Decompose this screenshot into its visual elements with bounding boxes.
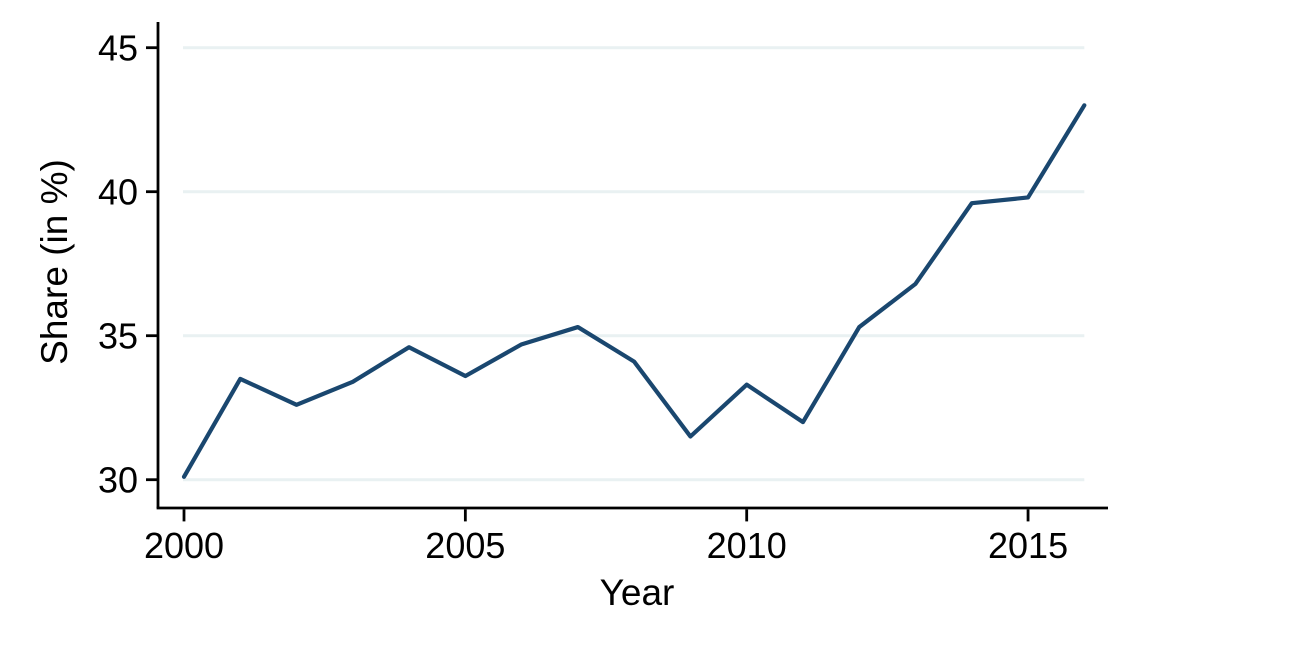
x-tick-label: 2010 xyxy=(707,525,787,566)
data-line xyxy=(181,103,1087,479)
y-tick-label: 30 xyxy=(98,460,138,501)
y-tick-label: 45 xyxy=(98,28,138,69)
x-tick-label: 2000 xyxy=(144,525,224,566)
y-tick-label: 40 xyxy=(98,172,138,213)
y-axis-label: Share (in %) xyxy=(34,159,75,365)
x-tick-label: 2005 xyxy=(425,525,505,566)
x-axis-label: Year xyxy=(599,572,675,613)
x-tick-label: 2015 xyxy=(988,525,1068,566)
y-tick-label: 35 xyxy=(98,316,138,357)
